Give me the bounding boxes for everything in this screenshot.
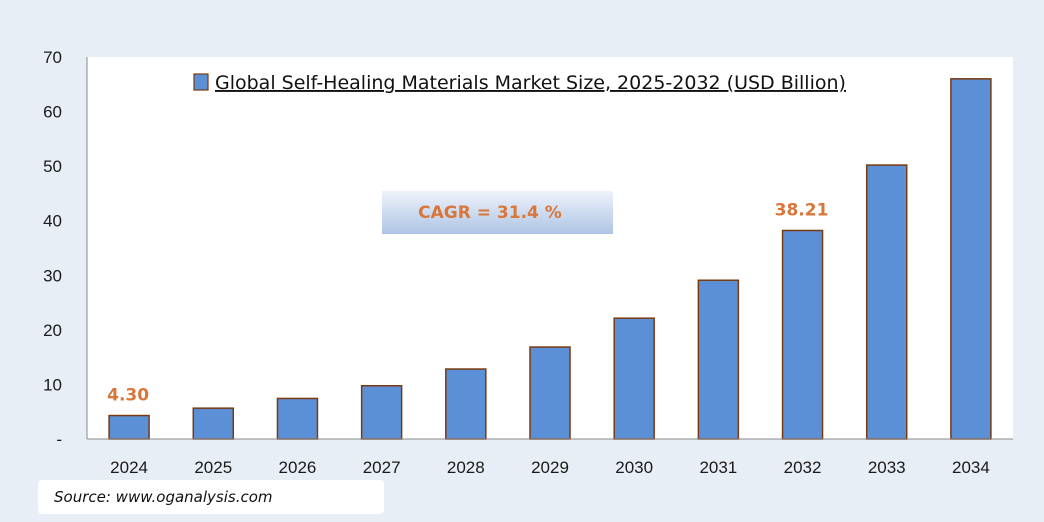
x-tick-label: 2032	[784, 458, 822, 477]
x-axis: 2024 2025 2026 2027 2028 2029 2030 2031 2032 2033…	[110, 458, 990, 477]
bar-2027	[360, 384, 403, 440]
data-label-2032: 38.21	[775, 200, 829, 220]
y-tick-label: 30	[43, 266, 62, 285]
x-tick-label: 2026	[279, 458, 317, 477]
legend-label: Global Self-Healing Materials Market Siz…	[215, 72, 846, 94]
x-tick-label: 2030	[615, 458, 653, 477]
y-tick-label: 60	[43, 103, 62, 122]
y-tick-label: 40	[43, 212, 62, 231]
bar-2029	[529, 346, 571, 440]
x-tick-label: 2027	[363, 458, 401, 477]
y-tick-label: 10	[43, 375, 62, 394]
source-box: Source: www.oganalysis.com	[38, 480, 384, 514]
x-tick-label: 2031	[699, 458, 737, 477]
bars-group	[108, 78, 992, 440]
y-tick-label: -	[56, 430, 62, 449]
bar-2034	[950, 78, 992, 440]
bar-2028	[445, 368, 487, 440]
x-tick-label: 2034	[952, 458, 990, 477]
bar-2033	[865, 164, 908, 440]
data-label-2024: 4.30	[107, 386, 149, 406]
bar-2032	[781, 229, 824, 440]
bar-2026	[276, 397, 319, 440]
bar-2030	[613, 317, 655, 440]
cagr-box	[382, 191, 613, 234]
x-tick-label: 2024	[110, 458, 148, 477]
bar-2025	[192, 407, 235, 440]
legend-swatch	[193, 73, 209, 91]
y-tick-label: 70	[43, 48, 62, 67]
bar-2024	[108, 414, 150, 440]
x-tick-label: 2033	[868, 458, 906, 477]
x-tick-label: 2029	[531, 458, 569, 477]
legend: Global Self-Healing Materials Market Siz…	[193, 72, 846, 94]
x-tick-label: 2028	[447, 458, 485, 477]
x-tick-label: 2025	[194, 458, 232, 477]
bar-2031	[697, 279, 740, 440]
y-axis: - 10 20 30 40 50 60 70	[43, 48, 62, 449]
y-tick-label: 20	[43, 321, 62, 340]
cagr-text: CAGR = 31.4 %	[418, 203, 562, 223]
y-tick-label: 50	[43, 157, 62, 176]
source-text: Source: www.oganalysis.com	[54, 488, 273, 506]
data-labels: 4.30 38.21	[107, 200, 828, 405]
cagr-annotation: CAGR = 31.4 %	[382, 191, 613, 234]
